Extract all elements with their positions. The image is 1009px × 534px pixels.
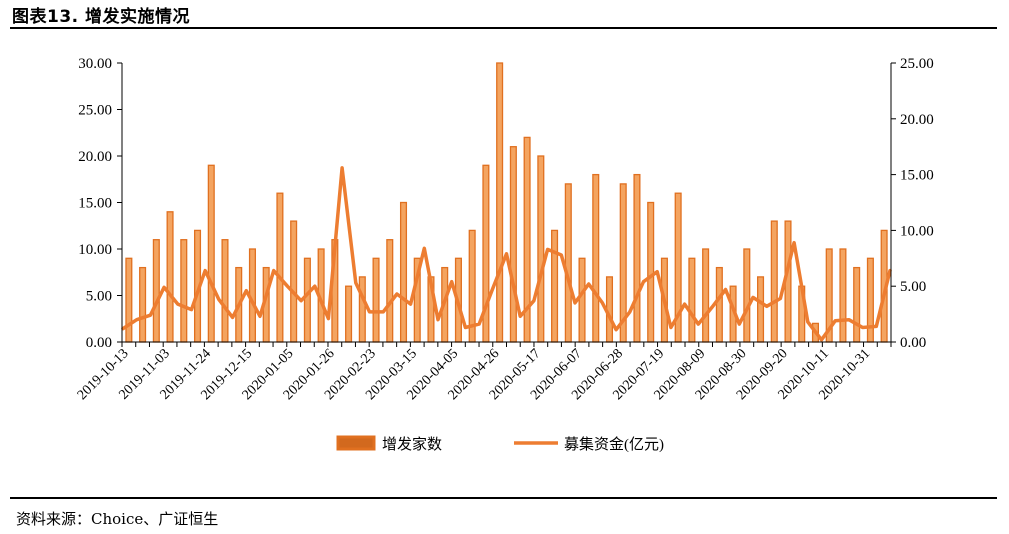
- bottom-rule: [10, 497, 997, 499]
- bar: [125, 257, 133, 343]
- bar: [633, 173, 641, 343]
- bar: [853, 266, 861, 343]
- bar: [757, 276, 765, 343]
- bar: [770, 220, 778, 343]
- bar: [276, 192, 284, 343]
- bar: [537, 155, 545, 343]
- bar: [715, 266, 723, 343]
- bar: [564, 183, 572, 343]
- y-right-tick-label: 0.00: [900, 335, 926, 351]
- bar: [551, 229, 559, 343]
- bar: [839, 248, 847, 343]
- legend-bar-swatch: [336, 435, 376, 451]
- bar: [866, 257, 874, 343]
- bar: [358, 276, 366, 343]
- y-left-tick-label: 5.00: [86, 289, 112, 305]
- y-left-tick-label: 15.00: [78, 196, 112, 212]
- bar: [578, 257, 586, 343]
- top-rule: [10, 27, 997, 29]
- bar: [152, 239, 160, 343]
- bar: [592, 173, 600, 343]
- chart-title: 图表13. 增发实施情况: [12, 7, 191, 27]
- bar: [180, 239, 188, 343]
- bar: [221, 239, 229, 343]
- y-left-tick-label: 25.00: [78, 103, 112, 119]
- y-right-tick-label: 10.00: [900, 223, 934, 239]
- bar: [496, 62, 504, 343]
- bar: [509, 146, 517, 343]
- bar: [139, 266, 147, 343]
- bar: [702, 248, 710, 343]
- y-left-tick-label: 10.00: [78, 242, 112, 258]
- bar: [166, 211, 174, 343]
- y-right-tick-label: 5.00: [900, 279, 926, 295]
- bar: [743, 248, 751, 343]
- source-note: 资料来源：Choice、广证恒生: [16, 510, 219, 528]
- bar: [345, 285, 353, 343]
- y-left-tick-label: 30.00: [78, 56, 112, 72]
- bar: [386, 239, 394, 343]
- legend-bar-label: 增发家数: [382, 436, 442, 453]
- bar: [207, 164, 215, 343]
- y-left-tick-label: 0.00: [86, 335, 112, 351]
- y-right-tick-label: 15.00: [900, 168, 934, 184]
- bar: [303, 257, 311, 343]
- combo-chart: 0.00 5.00 10.00 15.00 20.00 25.00 30.00 0.00 5.0…: [75, 56, 934, 453]
- bar: [290, 220, 298, 343]
- y-right-tick-label: 25.00: [900, 56, 934, 72]
- y-left-tick-label: 20.00: [78, 149, 112, 165]
- bar: [688, 257, 696, 343]
- line-series: [121, 166, 892, 342]
- legend-line-label: 募集资金(亿元): [564, 436, 664, 453]
- bar: [372, 257, 380, 343]
- y-right-tick-label: 20.00: [900, 112, 934, 128]
- bar: [647, 201, 655, 343]
- bar: [399, 201, 408, 343]
